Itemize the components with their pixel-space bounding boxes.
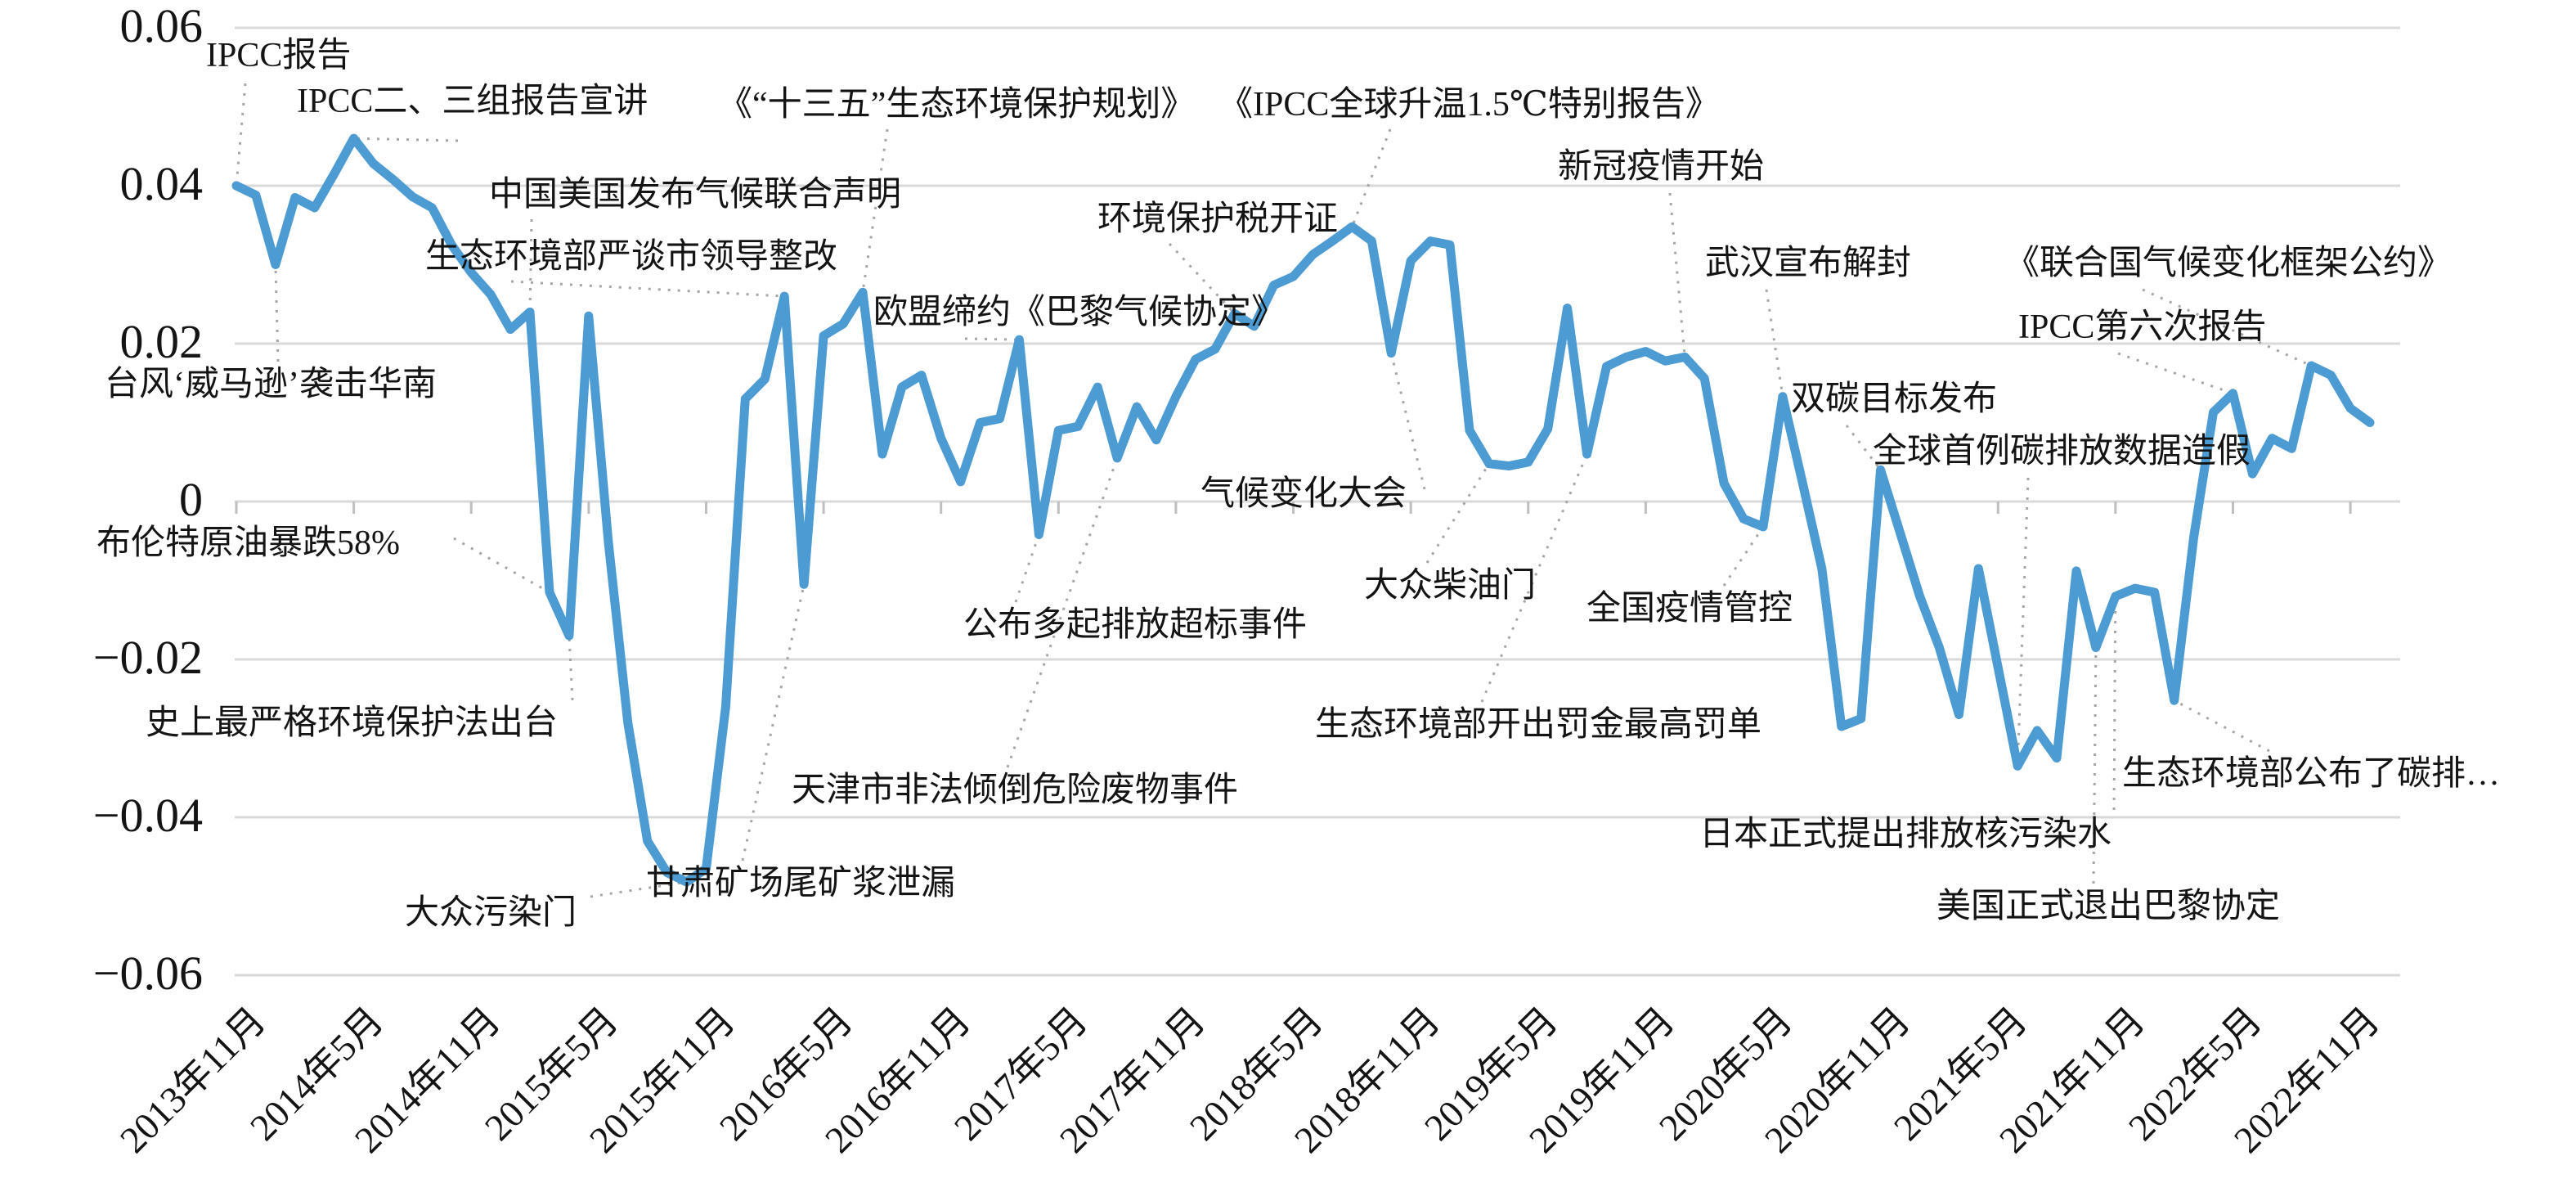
y-tick-label: −0.04 — [92, 789, 203, 842]
annotation-leader-line — [568, 635, 574, 701]
event-annotation: 《联合国气候变化框架公约》 — [2005, 245, 2453, 282]
annotation-leader-line — [741, 583, 806, 861]
event-annotation: 新冠疫情开始 — [1558, 148, 1765, 186]
event-annotation: 公布多起排放超标事件 — [963, 606, 1308, 644]
event-annotation: 环境保护税开证 — [1097, 200, 1339, 238]
event-annotation: 天津市非法倾倒危险废物事件 — [792, 771, 1239, 809]
event-annotation: 日本正式提出排放核污染水 — [1699, 816, 2112, 853]
event-annotation: 气候变化大会 — [1200, 475, 1407, 513]
event-annotation: 生态环境部严谈市领导整改 — [425, 238, 838, 276]
y-tick-label: −0.06 — [92, 947, 203, 1000]
annotation-leader-line — [235, 83, 247, 187]
event-annotation: 双碳目标发布 — [1791, 380, 1998, 418]
event-annotation: IPCC报告 — [206, 37, 352, 74]
annotation-leader-line — [1014, 534, 1040, 603]
annotation-leader-line — [1668, 192, 1686, 358]
event-annotation: 史上最严格环境保护法出台 — [146, 704, 559, 742]
event-annotation: 全球首例碳排放数据造假 — [1873, 433, 2251, 470]
event-annotation: 美国正式退出巴黎协定 — [1936, 888, 2281, 925]
event-annotation: 生态环境部公布了碳排… — [2122, 755, 2501, 793]
y-tick-label: −0.02 — [92, 631, 203, 684]
event-annotation: 《IPCC全球升温1.5℃特别报告》 — [1218, 86, 1720, 124]
y-tick-label: 0 — [179, 473, 203, 526]
event-annotation: 大众柴油门 — [1364, 567, 1537, 605]
y-tick-label: 0.02 — [119, 315, 204, 368]
event-annotation: IPCC第六次报告 — [2018, 308, 2267, 346]
annotation-leader-line — [1389, 353, 1426, 490]
annotation-leader-line — [1425, 462, 1491, 564]
annotation-leader-line — [353, 137, 459, 142]
event-annotation: 中国美国发布气候联合声明 — [489, 176, 902, 214]
event-annotation: 武汉宣布解封 — [1705, 245, 1912, 282]
annotation-leader-line — [274, 264, 280, 362]
event-annotation: IPCC二、三组报告宣讲 — [297, 83, 648, 120]
annotation-leader-line — [964, 337, 1020, 341]
event-annotation: 生态环境部开出罚金最高罚单 — [1315, 706, 1762, 744]
y-tick-label: 0.04 — [119, 157, 204, 210]
event-annotation: 大众污染门 — [405, 894, 577, 932]
event-annotation: 甘肃矿场尾矿浆泄漏 — [646, 865, 956, 902]
annotation-leader-line — [1722, 526, 1765, 587]
annotation-leader-line — [1168, 242, 1236, 315]
event-annotation: 布伦特原油暴跌58% — [96, 524, 400, 562]
annotation-leader-line — [2112, 596, 2117, 811]
sentiment-index-line — [231, 133, 2375, 887]
annotation-leader-line — [2092, 647, 2098, 884]
annotation-leader-line — [510, 280, 785, 298]
annotation-leader-line — [2142, 288, 2312, 367]
annotation-leader-line — [1350, 128, 1392, 227]
annotation-leader-line — [453, 537, 550, 594]
event-annotation: 台风‘威马逊’袭击华南 — [105, 366, 437, 403]
annotation-leader-line — [2117, 352, 2233, 395]
event-annotation: 全国疫情管控 — [1586, 590, 1793, 627]
y-tick-label: 0.06 — [119, 0, 204, 52]
annotation-leader-line — [1765, 289, 1784, 397]
annotation-leader-line — [2016, 477, 2030, 767]
event-annotation: 欧盟缔约《巴黎气候协定》 — [873, 294, 1286, 331]
annotation-leader-line — [2173, 699, 2270, 753]
event-annotation: 《“十三五”生态环境保护规划》 — [718, 86, 1196, 124]
